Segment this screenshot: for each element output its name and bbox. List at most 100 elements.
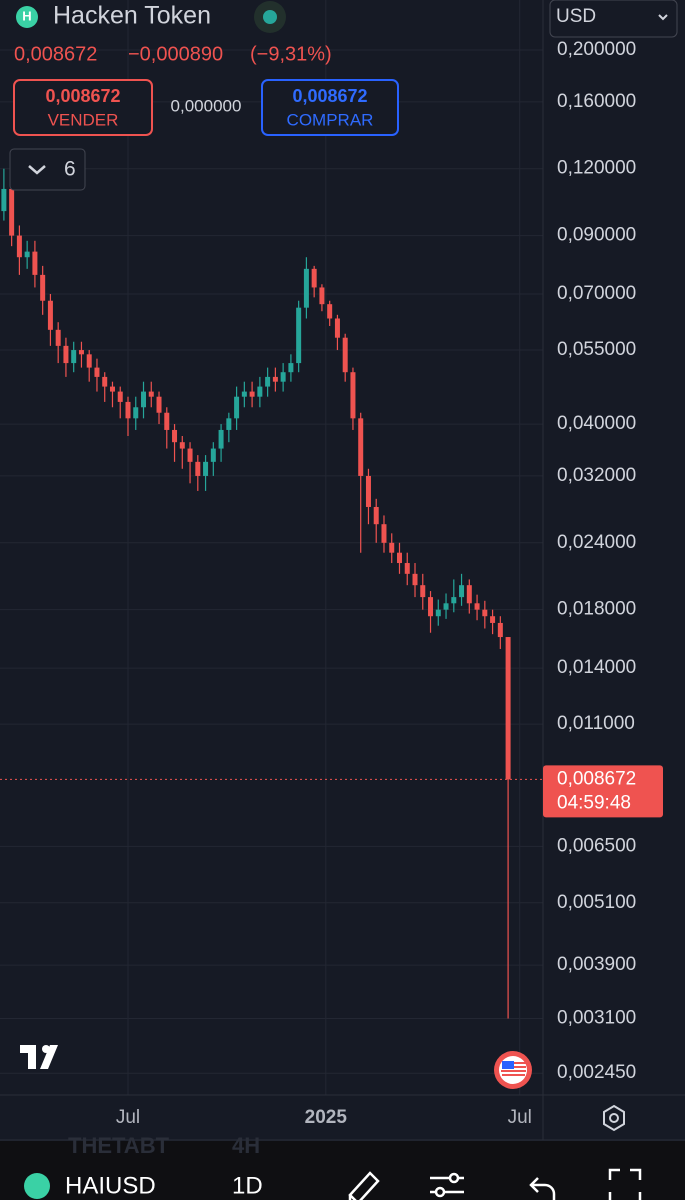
countdown: 04:59:48	[557, 792, 631, 813]
candle-body	[327, 304, 333, 319]
y-tick-label: 0,032000	[557, 465, 636, 486]
candle-body	[141, 391, 147, 408]
header-change: −0,000890	[128, 43, 223, 65]
candle-body	[249, 391, 255, 397]
candle-body	[428, 597, 434, 617]
candle-body	[412, 573, 418, 586]
symbol[interactable]: HAIUSD	[65, 1172, 156, 1199]
candle-body	[303, 268, 309, 308]
candle-body	[350, 372, 356, 419]
sell-label: VENDER	[48, 110, 119, 129]
candle-body	[451, 597, 457, 604]
settings-icon[interactable]	[603, 1104, 625, 1132]
candle-body	[210, 448, 216, 462]
candle-body	[148, 391, 154, 397]
candle-body	[195, 461, 201, 476]
candle-body	[55, 329, 61, 346]
spread: 0,000000	[171, 96, 242, 115]
candle-body	[218, 429, 224, 449]
candle-body	[435, 609, 441, 617]
candle-body	[365, 475, 371, 507]
currency-select[interactable]	[549, 0, 678, 38]
tradingview-logo	[42, 1045, 50, 1053]
candle-body	[396, 552, 402, 564]
candle-body	[226, 418, 232, 430]
candle-body	[334, 318, 340, 338]
last-price-label: 0,008672	[557, 768, 636, 789]
candle-body	[109, 386, 115, 392]
indicators-count: 6	[64, 158, 76, 181]
y-tick-label: 0,006500	[557, 835, 636, 856]
candle-body	[172, 429, 178, 443]
buy-label: COMPRAR	[287, 110, 374, 129]
candle-body	[86, 354, 92, 368]
y-tick-label: 0,200000	[557, 39, 636, 60]
ghost-symbol: THETABT	[68, 1133, 170, 1158]
candle-body	[288, 363, 294, 373]
candle-body	[16, 235, 22, 258]
y-tick-label: 0,005100	[557, 892, 636, 913]
y-tick-label: 0,040000	[557, 413, 636, 434]
token-icon-letter: H	[22, 8, 31, 23]
ghost-interval: 4H	[232, 1133, 260, 1158]
candle-body	[117, 391, 123, 402]
candle-body	[358, 418, 364, 476]
fullscreen[interactable]	[608, 1168, 642, 1200]
sell-price: 0,008672	[45, 86, 120, 106]
candle-body	[443, 603, 449, 610]
token-icon	[16, 6, 38, 28]
candles	[1, 168, 511, 1019]
buy-button[interactable]	[261, 79, 399, 136]
y-tick-label: 0,070000	[557, 283, 636, 304]
candle-body	[319, 287, 325, 305]
draw-tool[interactable]	[348, 1171, 380, 1200]
candle-body	[490, 616, 496, 623]
symbol-icon	[24, 1173, 50, 1199]
settings-tool	[434, 1186, 446, 1198]
y-tick-label: 0,003100	[557, 1008, 636, 1029]
flag-icon	[502, 1061, 514, 1069]
candle-body	[272, 376, 278, 382]
candle-body	[63, 345, 69, 364]
status-dot	[263, 10, 277, 24]
y-tick-label: 0,090000	[557, 225, 636, 246]
flag-icon	[501, 1062, 526, 1076]
candle-body	[241, 391, 247, 397]
chevron	[28, 165, 46, 175]
candle-body	[32, 251, 38, 275]
candle-body	[156, 396, 162, 413]
candle-body	[125, 401, 131, 419]
candle-body	[389, 542, 395, 553]
last-price-tag	[543, 765, 663, 818]
candle-body	[381, 524, 387, 543]
y-tick-label: 0,014000	[557, 657, 636, 678]
buy-price: 0,008672	[292, 86, 367, 106]
candle-body	[9, 188, 15, 236]
interval[interactable]: 1D	[232, 1172, 263, 1199]
candle-body	[474, 603, 480, 610]
candle-body	[24, 251, 30, 258]
x-tick-label: 2025	[305, 1107, 348, 1128]
grid	[0, 0, 543, 1095]
title: Hacken Token	[53, 2, 211, 30]
candle-body	[311, 268, 317, 288]
candle-body	[94, 367, 100, 377]
chevron	[658, 14, 668, 21]
candle-body	[280, 372, 286, 382]
y-tick-label: 0,011000	[557, 713, 635, 734]
undo[interactable]	[529, 1177, 556, 1200]
y-tick-label: 0,002450	[557, 1062, 636, 1083]
y-tick-label: 0,055000	[557, 339, 636, 360]
sell-button[interactable]	[13, 79, 153, 136]
candle-body	[1, 188, 7, 212]
header-price: 0,008672	[14, 43, 97, 65]
indicators-toggle[interactable]	[9, 148, 86, 191]
candle-body	[497, 622, 503, 638]
candle-body	[187, 448, 193, 462]
x-tick-label: Jul	[508, 1107, 532, 1128]
candle-body	[234, 396, 240, 419]
x-tick-label: Jul	[116, 1107, 140, 1128]
candle-body	[164, 412, 170, 430]
